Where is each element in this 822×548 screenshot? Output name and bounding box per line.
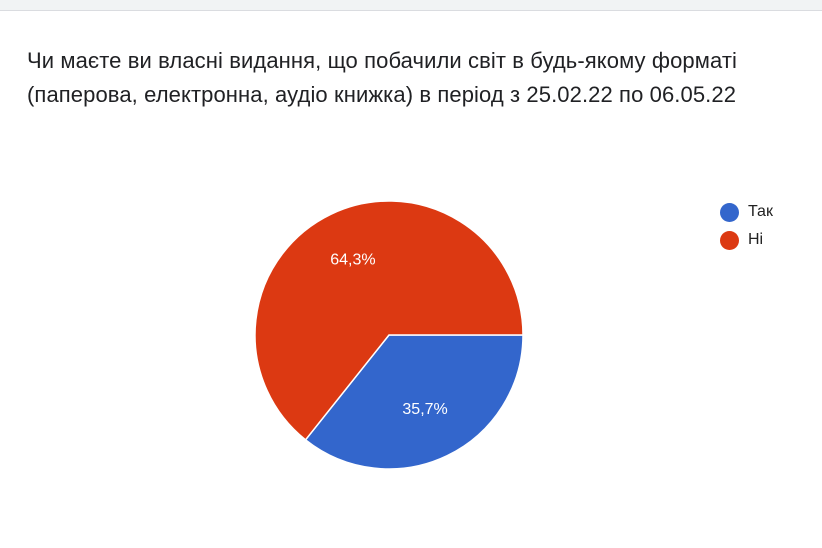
legend-swatch-tak — [720, 202, 739, 222]
question-title: Чи маєте ви власні видання, що побачили … — [27, 44, 817, 112]
question-title-line-2: (паперова, електронна, аудіо книжка) в п… — [27, 82, 737, 107]
legend-label-tak: Так — [748, 203, 773, 220]
pie-slice-ni[interactable] — [254, 200, 524, 441]
legend-label-ni: Ні — [748, 231, 764, 248]
legend-item-ni[interactable]: Ні — [720, 226, 773, 254]
question-title-line-1: Чи маєте ви власні видання, що побачили … — [27, 48, 737, 73]
pie-label-tak: 35,7% — [402, 401, 447, 418]
pie-slice-tak[interactable] — [304, 334, 524, 470]
pie-label-ni: 64,3% — [330, 251, 375, 268]
chart-legend: Так Ні — [720, 198, 773, 254]
card-top-border — [0, 0, 822, 11]
legend-swatch-ni — [720, 230, 739, 250]
legend-item-tak[interactable]: Так — [720, 198, 773, 226]
